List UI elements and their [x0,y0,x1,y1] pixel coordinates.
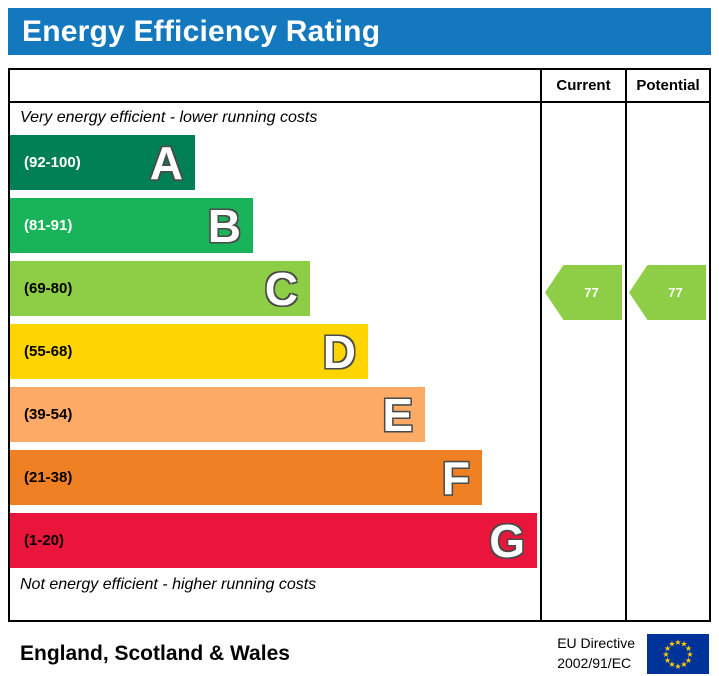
band-range-label: (39-54) [24,406,73,423]
svg-text:★: ★ [664,656,671,665]
top-note: Very energy efficient - lower running co… [20,109,318,126]
svg-text:★: ★ [668,639,675,648]
current-column-label: Current [556,77,611,94]
current-rating-value: 77 [584,285,599,300]
directive-block: EU Directive 2002/91/EC ★ ★ ★ ★ ★ ★ ★ ★ ★ ★ ★ ★ [557,634,709,674]
band-bar: (81-91) B [10,198,253,253]
title-banner: Energy Efficiency Rating [8,8,711,55]
svg-text:★: ★ [686,650,693,659]
svg-text:★: ★ [674,662,681,671]
band-range-label: (81-91) [24,217,73,234]
region-label: England, Scotland & Wales [20,642,290,665]
current-column: 77 [540,103,625,620]
potential-column-label: Potential [636,77,700,94]
band-letter-label: C [264,262,298,315]
rating-bands: (92-100) A (81-91) B (69-80) C (55-68) D (39-54)… [10,135,540,568]
band-f: (21-38) F [10,450,540,505]
band-bar: (55-68) D [10,324,368,379]
band-letter-label: E [382,388,413,441]
energy-rating-chart: Current Potential Very energy efficient … [8,68,711,622]
bands-area: Very energy efficient - lower running co… [10,103,540,620]
svg-text:★: ★ [680,660,687,669]
svg-text:★: ★ [685,656,692,665]
current-column-header: Current [540,70,625,103]
band-letter-label: B [207,199,241,252]
band-g: (1-20) G [10,513,540,568]
band-b: (81-91) B [10,198,540,253]
band-letter-label: F [441,451,470,504]
band-e: (39-54) E [10,387,540,442]
svg-text:★: ★ [685,644,692,653]
chart-header-spacer [10,70,540,103]
page-title: Energy Efficiency Rating [22,14,381,48]
footer: England, Scotland & Wales EU Directive 2… [8,632,711,676]
band-range-label: (21-38) [24,469,73,486]
band-bar: (21-38) F [10,450,482,505]
band-letter-label: D [322,325,356,378]
band-bar: (39-54) E [10,387,425,442]
band-range-label: (1-20) [24,532,65,549]
band-bar: (69-80) C [10,261,310,316]
band-letter-label: A [149,136,183,189]
potential-column: 77 [625,103,709,620]
band-c: (69-80) C [10,261,540,316]
band-range-label: (69-80) [24,280,73,297]
potential-rating-arrow: 77 [629,265,706,320]
band-a: (92-100) A [10,135,540,190]
directive-line2: 2002/91/EC [557,655,632,671]
svg-text:★: ★ [662,650,669,659]
svg-text:★: ★ [664,644,671,653]
chart-grid: Current Potential Very energy efficient … [10,70,709,620]
band-bar: (92-100) A [10,135,195,190]
svg-text:★: ★ [668,660,675,669]
potential-column-header: Potential [625,70,709,103]
directive-label: EU Directive 2002/91/EC [557,634,635,673]
svg-text:★: ★ [680,639,687,648]
band-range-label: (92-100) [24,154,81,171]
current-rating-arrow: 77 [545,265,622,320]
eu-flag-icon: ★★★★★★★★★★★★ [647,634,709,674]
bottom-note: Not energy efficient - higher running co… [20,576,317,593]
band-bar: (1-20) G [10,513,537,568]
potential-rating-value: 77 [668,285,683,300]
band-range-label: (55-68) [24,343,73,360]
directive-line1: EU Directive [557,635,635,652]
band-d: (55-68) D [10,324,540,379]
band-letter-label: G [489,514,525,567]
svg-text:★: ★ [674,638,681,647]
